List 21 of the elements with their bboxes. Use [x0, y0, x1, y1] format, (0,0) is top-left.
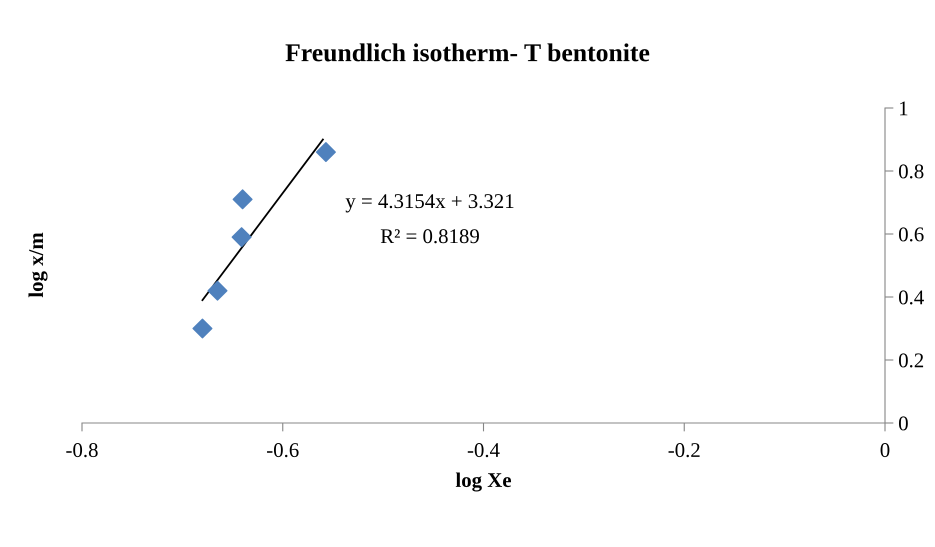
x-tick-label: 0	[880, 443, 890, 458]
y-tick-label: 0.2	[898, 353, 924, 368]
x-tick-label: -0.6	[267, 443, 299, 458]
annotation: R² = 0.8189	[380, 229, 479, 244]
y-tick-label: 0.4	[898, 290, 924, 305]
annotation: y = 4.3154x + 3.321	[346, 194, 514, 212]
y-tick-label: 1	[900, 101, 908, 116]
point	[232, 189, 253, 210]
point	[207, 280, 228, 301]
y-tick-label: 0	[898, 416, 908, 430]
point	[316, 142, 336, 162]
x-tick-label: -0.4	[468, 443, 500, 458]
x-axis-title: log Xe	[456, 472, 512, 492]
point	[192, 318, 212, 339]
point	[232, 227, 252, 248]
x-tick-label: -0.8	[66, 443, 98, 458]
x-tick-label: -0.2	[668, 443, 700, 458]
y-axis-title: log x/m	[28, 232, 48, 298]
y-tick-label: 0.6	[898, 227, 924, 242]
y-tick-label: 0.8	[898, 164, 924, 179]
chart-title: Freundlich isotherm- T bentonite	[286, 43, 650, 62]
